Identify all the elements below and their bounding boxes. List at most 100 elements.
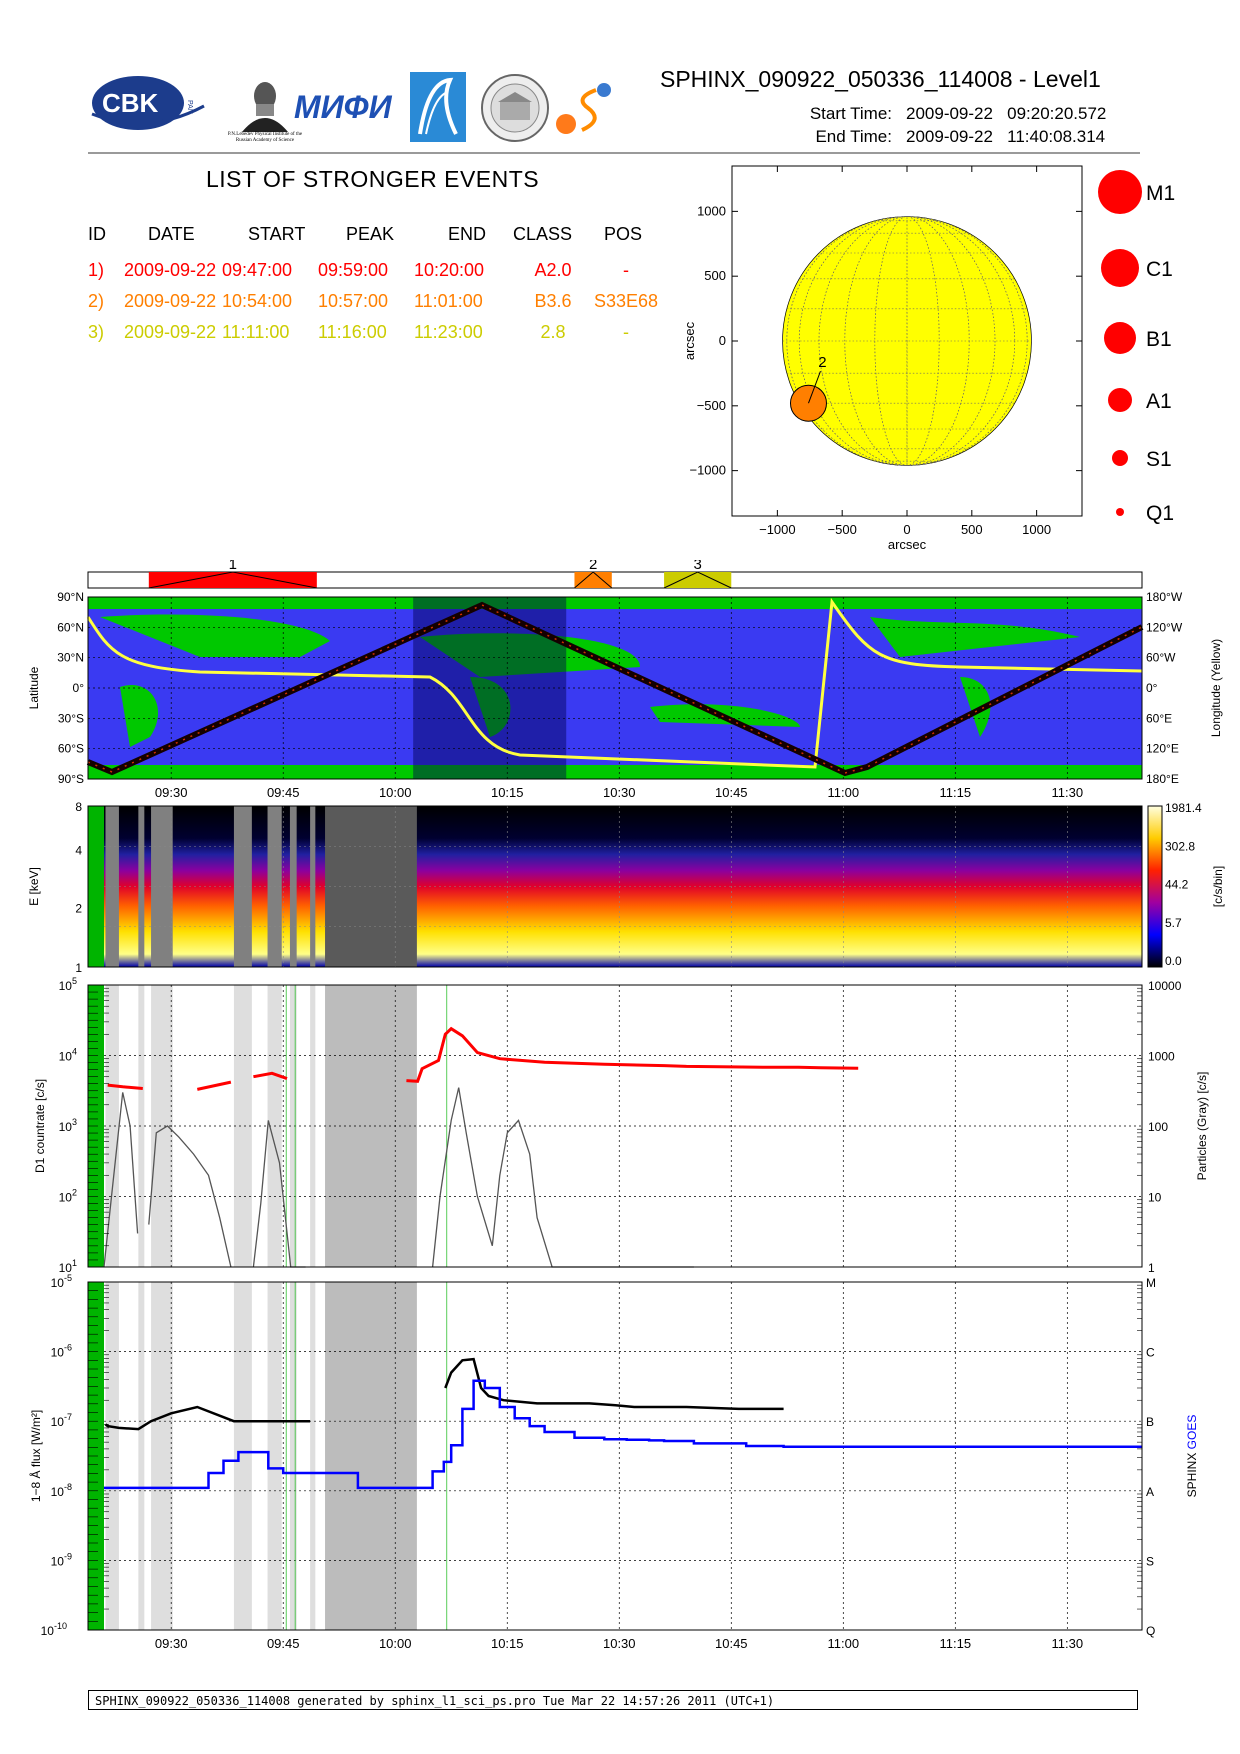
sphinx-flux-line [444,1357,784,1411]
map-grid [88,597,1142,779]
events-header-peak: PEAK [346,224,395,244]
events-row-1-peak: 09:59:00 [318,260,389,280]
map-lon-tick-label: 120°W [1146,620,1183,634]
spectrogram-gap [105,806,119,967]
events-row-3-peak: 11:16:00 [318,322,387,342]
solar-grid-meridian [798,216,1016,466]
map-lon-tick-label: 180°W [1146,590,1183,604]
flux-time-tick-label: 11:30 [1052,1636,1084,1651]
legend-label-a1: A1 [1146,390,1172,413]
countrate-ytick-label: 105 [59,976,77,993]
colorbar [1147,805,1163,968]
sun-logo [552,80,616,142]
d1-countrate-line [406,1026,859,1083]
countrate-gap [310,985,316,1267]
start-time-label: Start Time: [809,104,892,123]
event-bar-label-3: 3 [694,560,702,573]
map-time-tick-label: 10:15 [491,785,524,800]
flux-legend: SPHINX GOES [1185,1415,1199,1498]
event-2-marker-label: 2 [818,354,826,371]
countrate-y2tick-label: 10 [1148,1191,1162,1205]
legend-label-s1: S1 [1146,448,1172,471]
particles-gray-line [431,1087,694,1268]
cbk-logo-text: CBK [102,88,159,118]
flux-ytick-label: 10-8 [51,1482,72,1499]
spectrogram-ytick-label: 2 [75,901,82,915]
spectrogram-ylabel: E [keV] [27,867,41,906]
legend-dot-c1 [1101,249,1139,287]
flux-gap [289,1282,297,1630]
sun-map-ytick-label: −500 [697,398,726,413]
colorbar-label: [c/s/bin] [1211,866,1225,907]
d1-countrate-line [107,1083,143,1090]
legend-label-c1: C1 [1146,258,1173,281]
sun-map-xtick-label: −500 [828,522,857,537]
flux-time-tick-label: 11:15 [940,1636,972,1651]
map-lat-tick-label: 60°N [57,620,84,634]
map-time-tick-label: 10:00 [379,785,412,800]
sun-map-ytick-label: −1000 [689,463,726,478]
flux-legend-sphinx: SPHINX [1185,1449,1199,1497]
colorbar-tick-label: 5.7 [1165,916,1182,930]
longitude-track [86,597,1143,769]
map-time-tick-label: 11:30 [1052,785,1084,800]
flux-ytick-label: 10-10 [41,1621,67,1638]
events-row-3-id: 3) [88,322,105,342]
generation-footer: SPHINX_090922_050336_114008 generated by… [88,1690,1138,1710]
countrate-ytick-label: 101 [59,1258,77,1275]
events-row-2-start: 10:54:00 [222,291,293,311]
map-land-continent [420,633,640,677]
colorbar-tick-label: 44.2 [1165,878,1189,892]
events-row-1-start: 09:47:00 [222,260,293,280]
delta-logo-icon [410,72,466,142]
map-land-continent [870,617,1080,657]
map-time-tick-label: 09:45 [267,785,300,800]
events-row-1-class: A2.0 [534,260,572,280]
cbk-logo-small: PAN [186,100,193,114]
event-bar-span-3 [664,572,732,588]
events-row-2-pos: S33E68 [593,291,659,311]
map-land-continent [100,614,330,657]
map-land-arctic [88,597,1142,609]
orbit-track [86,601,1144,777]
solar-grid [782,216,1032,466]
event-bar-frame [87,571,1143,589]
end-time-label: End Time: [815,127,892,146]
events-row-3-date: 2009-09-22 [124,322,217,342]
legend-label-b1: B1 [1146,328,1172,351]
flux-time-tick-label: 10:45 [715,1636,748,1651]
map-lat-tick-label: 60°S [58,742,84,756]
flux-class-tick-label: S [1146,1554,1154,1568]
class-legend: M1 C1 B1 A1 S1 Q1 [1098,170,1175,525]
map-time-tick-label: 11:15 [940,785,972,800]
events-header-end: END [448,224,487,244]
cbk-logo-graphic: CBK PAN [91,76,205,130]
flux-legend-goes: GOES [1185,1415,1199,1450]
events-row-2-class: B3.6 [534,291,572,311]
flux-ytick-label: 10-7 [51,1412,72,1429]
countrate-frame [87,984,1143,1268]
d1-countrate-line [196,1080,232,1091]
colorbar-tick-label: 302.8 [1165,839,1195,853]
event-bar-label-2: 2 [589,560,597,573]
sun-map-xtick-label: 500 [961,522,983,537]
end-time-value: 2009-09-22 11:40:08.314 [906,127,1106,146]
flux-gap [105,1282,119,1630]
countrate-y2tick-label: 1000 [1148,1050,1175,1064]
countrate-ytick-label: 103 [59,1117,77,1134]
event-bar-span-1 [148,572,317,588]
flux-time-tick-label: 09:30 [155,1636,188,1651]
sphinx-flux-line [104,1405,311,1431]
flux-gap [233,1282,252,1630]
flux-time-tick-label: 10:30 [603,1636,636,1651]
events-row-2-peak: 10:57:00 [318,291,389,311]
countrate-gap [138,985,145,1267]
sun-logo-icon [556,83,611,134]
flux-gap [138,1282,145,1630]
countrate-grid [104,985,1142,1267]
events-row-2-end: 11:01:00 [414,291,483,311]
mifi-logo-graphic: MИФИ [294,89,393,125]
solar-grid-meridian [818,216,996,466]
events-header-pos: POS [604,224,643,244]
